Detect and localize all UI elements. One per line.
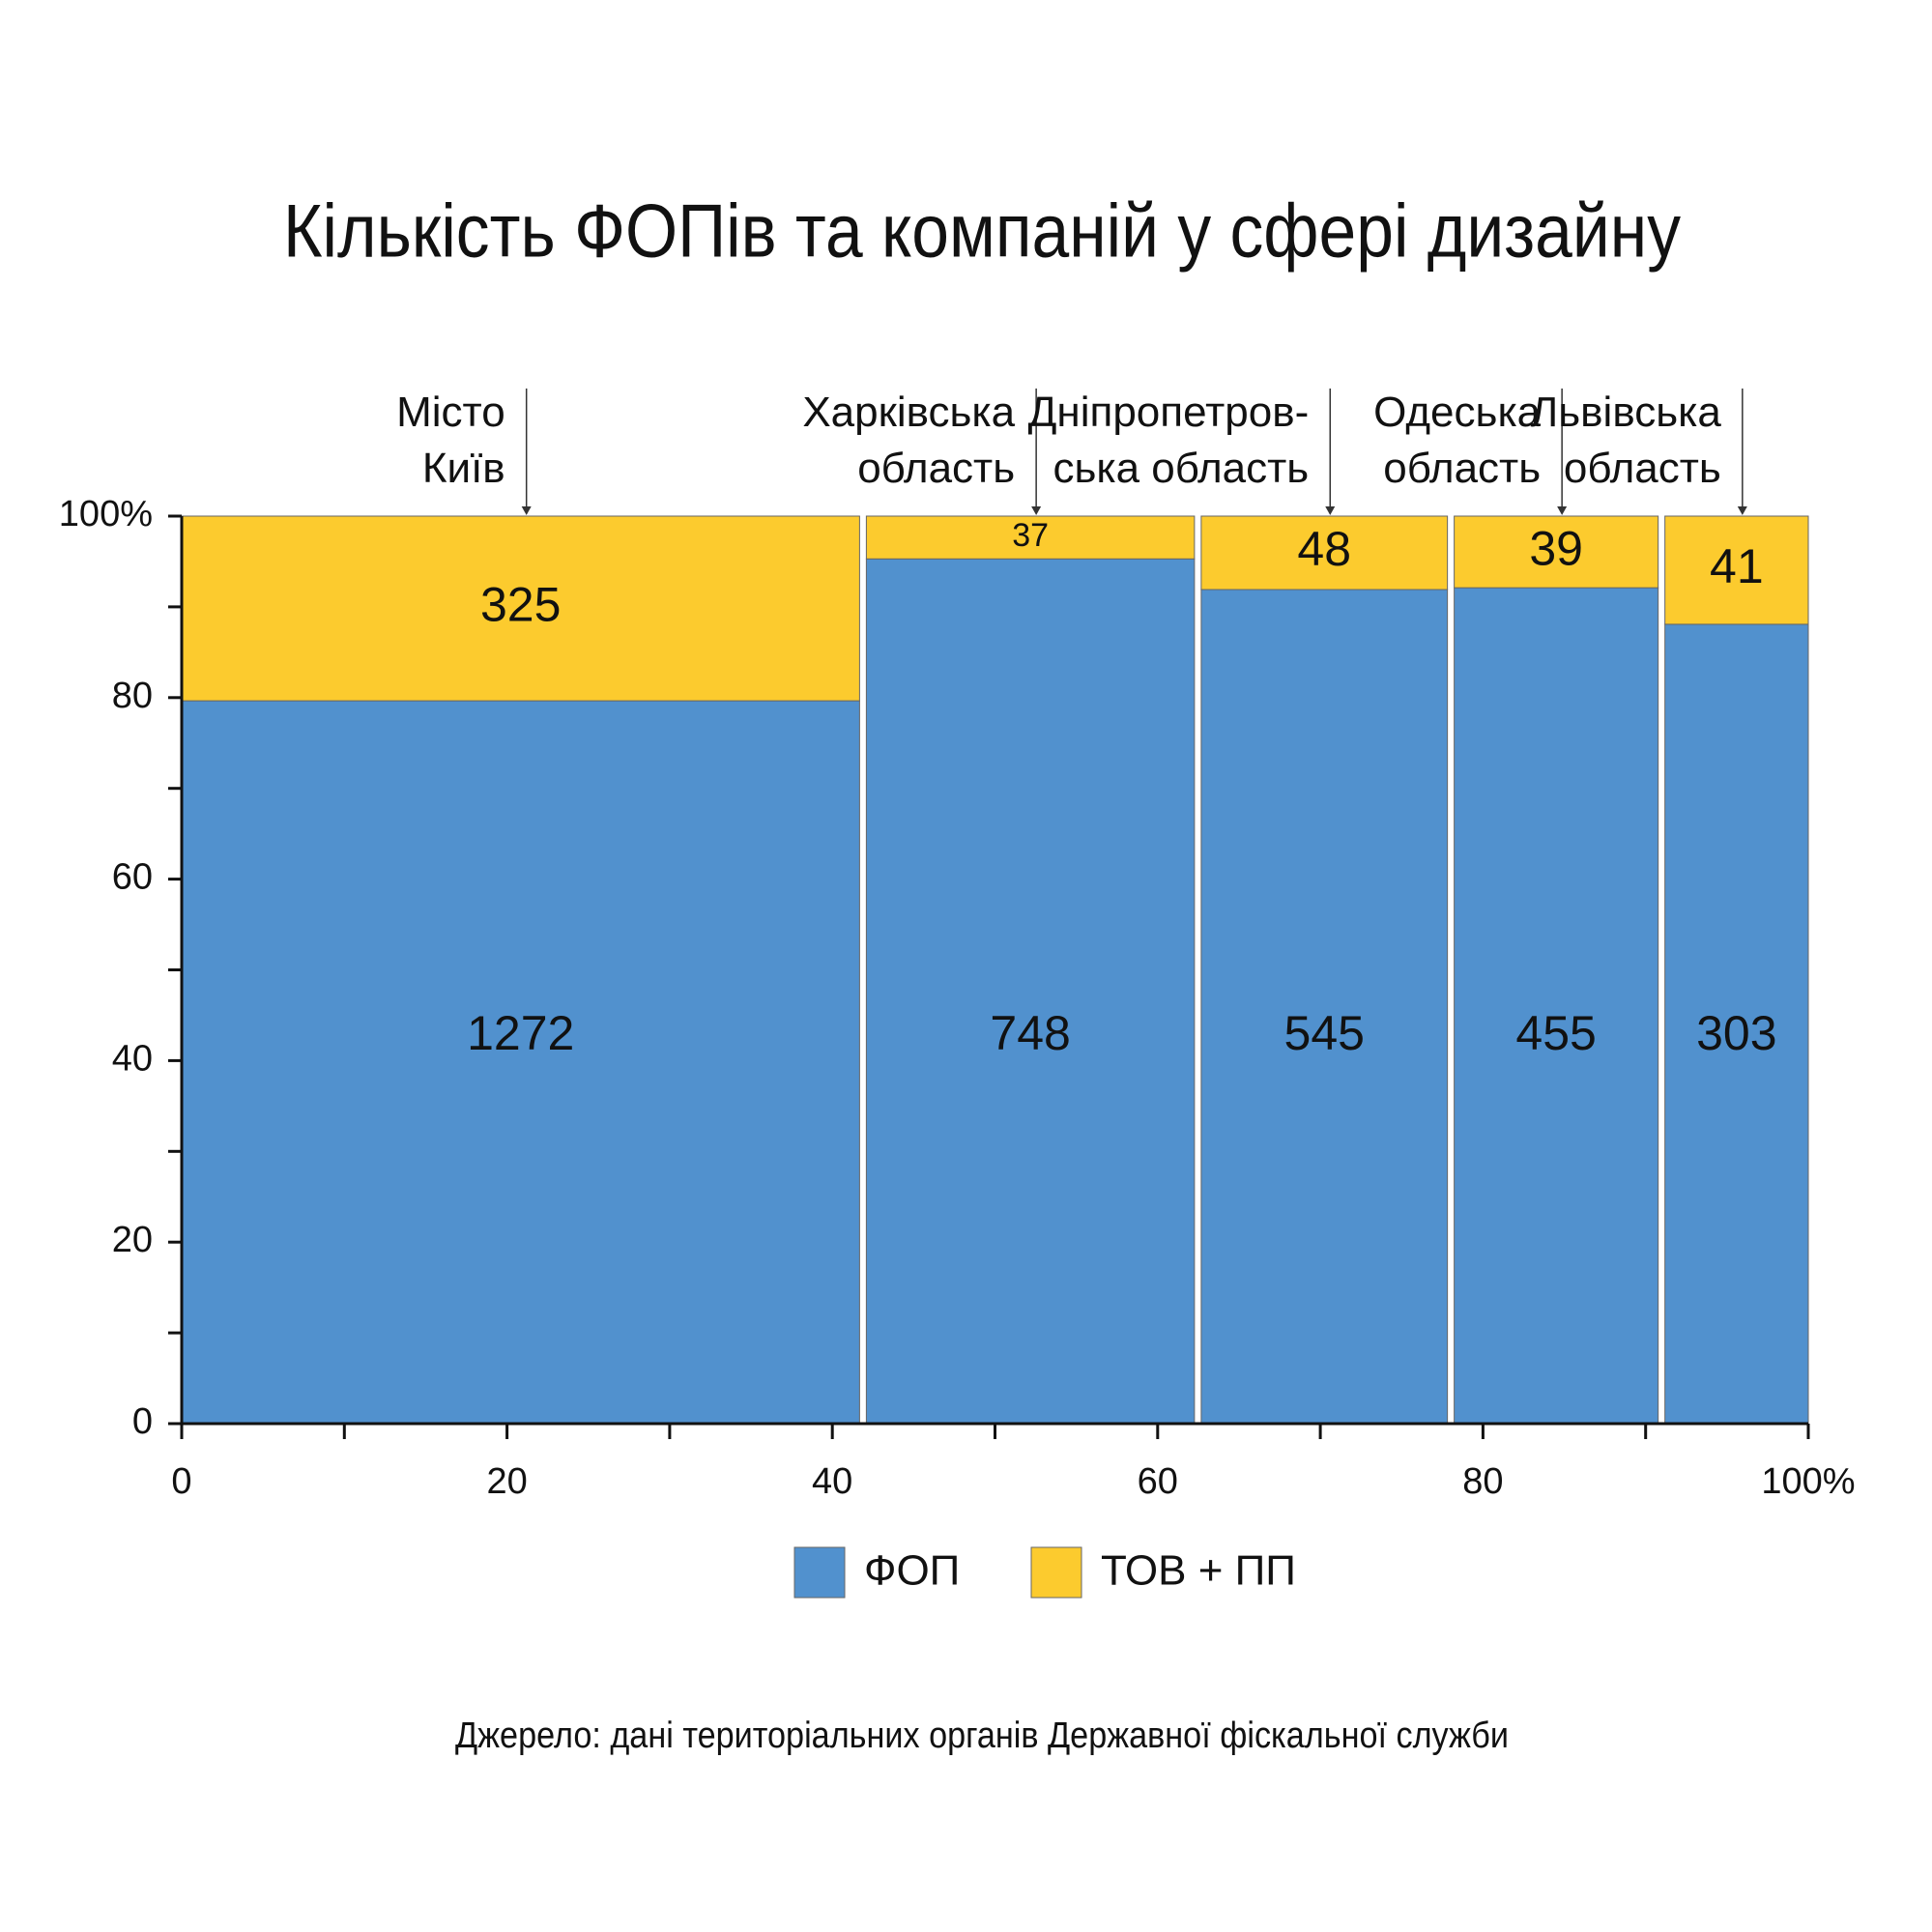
x-tick-label: 60 <box>1138 1461 1178 1502</box>
bar-segment <box>181 700 860 1425</box>
arrow-head <box>1031 506 1042 515</box>
x-tick-label: 80 <box>1462 1461 1503 1502</box>
y-tick-label: 80 <box>112 676 153 716</box>
bar-segment <box>1664 623 1809 1425</box>
y-tick-label: 60 <box>112 857 153 898</box>
category-label-line: Одеська <box>1373 389 1542 436</box>
y-tick-label: 0 <box>132 1401 153 1442</box>
value-label: 303 <box>1696 1006 1776 1060</box>
x-tick-label: 100% <box>1761 1461 1855 1502</box>
x-tick-label: 20 <box>486 1461 527 1502</box>
bar-segment <box>1454 515 1659 589</box>
value-label: 325 <box>480 578 561 632</box>
category-label-line: Київ <box>422 445 505 492</box>
arrow-head <box>1325 506 1336 515</box>
legend-swatch <box>793 1546 846 1599</box>
arrow-head <box>1737 506 1747 515</box>
value-label: 1272 <box>467 1006 574 1060</box>
category-label: Львівська область <box>1530 389 1721 492</box>
category-label: Місто Київ <box>396 389 505 492</box>
value-label: 48 <box>1297 522 1351 576</box>
source-note: Джерело: дані територіальних органів Дер… <box>455 1716 1509 1756</box>
value-label: 545 <box>1284 1006 1365 1060</box>
chart-title: Кількість ФОПів та компаній у сфері диза… <box>283 188 1681 274</box>
bar-segment <box>181 515 860 702</box>
arrow-head <box>521 506 532 515</box>
category-label: Харківська область <box>802 389 1015 492</box>
value-label: 748 <box>990 1006 1070 1060</box>
category-label-line: ська область <box>1053 445 1309 492</box>
y-tick-label: 40 <box>112 1038 153 1079</box>
category-label: Дніпропетров-ська область <box>1028 389 1310 492</box>
x-tick-label: 0 <box>171 1461 191 1502</box>
legend-swatch <box>1030 1546 1082 1599</box>
bar-segment <box>1200 515 1449 591</box>
category-label-line: Львівська <box>1530 389 1721 436</box>
bar-segment <box>1664 515 1809 625</box>
y-tick-label: 100% <box>59 494 153 534</box>
value-label: 37 <box>1012 517 1049 554</box>
category-label-line: Дніпропетров- <box>1028 389 1310 436</box>
category-label-line: область <box>1564 445 1721 492</box>
category-label-line: область <box>857 445 1015 492</box>
y-tick-label: 20 <box>112 1220 153 1260</box>
bar-segment <box>1200 589 1449 1425</box>
category-label-line: Харківська <box>802 389 1015 436</box>
legend-label: ФОП <box>864 1547 960 1595</box>
category-label-line: Місто <box>396 389 505 436</box>
value-label: 39 <box>1529 521 1583 575</box>
value-label: 455 <box>1515 1006 1596 1060</box>
legend-label: ТОВ + ПП <box>1101 1547 1296 1595</box>
arrow-head <box>1557 506 1568 515</box>
bar-segment <box>865 558 1196 1425</box>
value-label: 41 <box>1710 539 1764 593</box>
bar-segment <box>865 515 1196 560</box>
category-label-line: область <box>1383 445 1541 492</box>
x-tick-label: 40 <box>812 1461 852 1502</box>
category-label: Одеська область <box>1373 389 1542 492</box>
